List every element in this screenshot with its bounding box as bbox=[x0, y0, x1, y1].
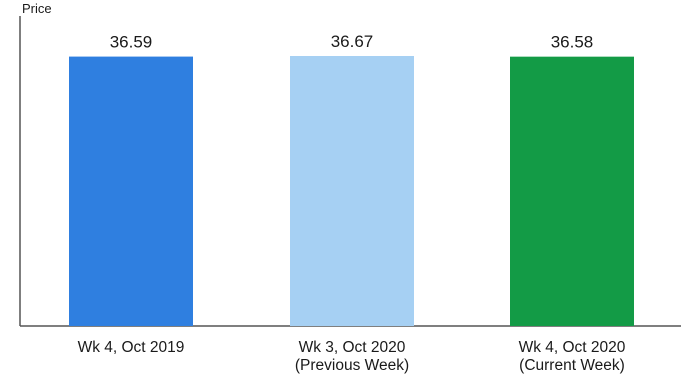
value-label-2: 36.67 bbox=[331, 32, 374, 51]
x-tick-label-2-line-2: (Previous Week) bbox=[295, 357, 409, 374]
bar-3 bbox=[510, 56, 634, 327]
x-tick-label-1: Wk 4, Oct 2019 bbox=[78, 339, 185, 356]
x-tick-label-3-line-1: Wk 4, Oct 2020 bbox=[519, 339, 626, 356]
bars-group bbox=[69, 56, 634, 327]
x-tick-label-3-line-2: (Current Week) bbox=[519, 357, 625, 374]
value-label-3: 36.58 bbox=[551, 33, 594, 52]
bar-1 bbox=[69, 56, 193, 326]
x-tick-labels-group: Wk 4, Oct 2019 Wk 3, Oct 2020(Previous We… bbox=[78, 339, 626, 374]
bar-2 bbox=[290, 56, 414, 326]
y-axis-label: Price bbox=[22, 1, 52, 16]
x-tick-label-2-line-1: Wk 3, Oct 2020 bbox=[299, 339, 406, 356]
value-labels-group: 36.59 36.67 36.58 bbox=[110, 32, 594, 52]
value-label-1: 36.59 bbox=[110, 33, 153, 52]
